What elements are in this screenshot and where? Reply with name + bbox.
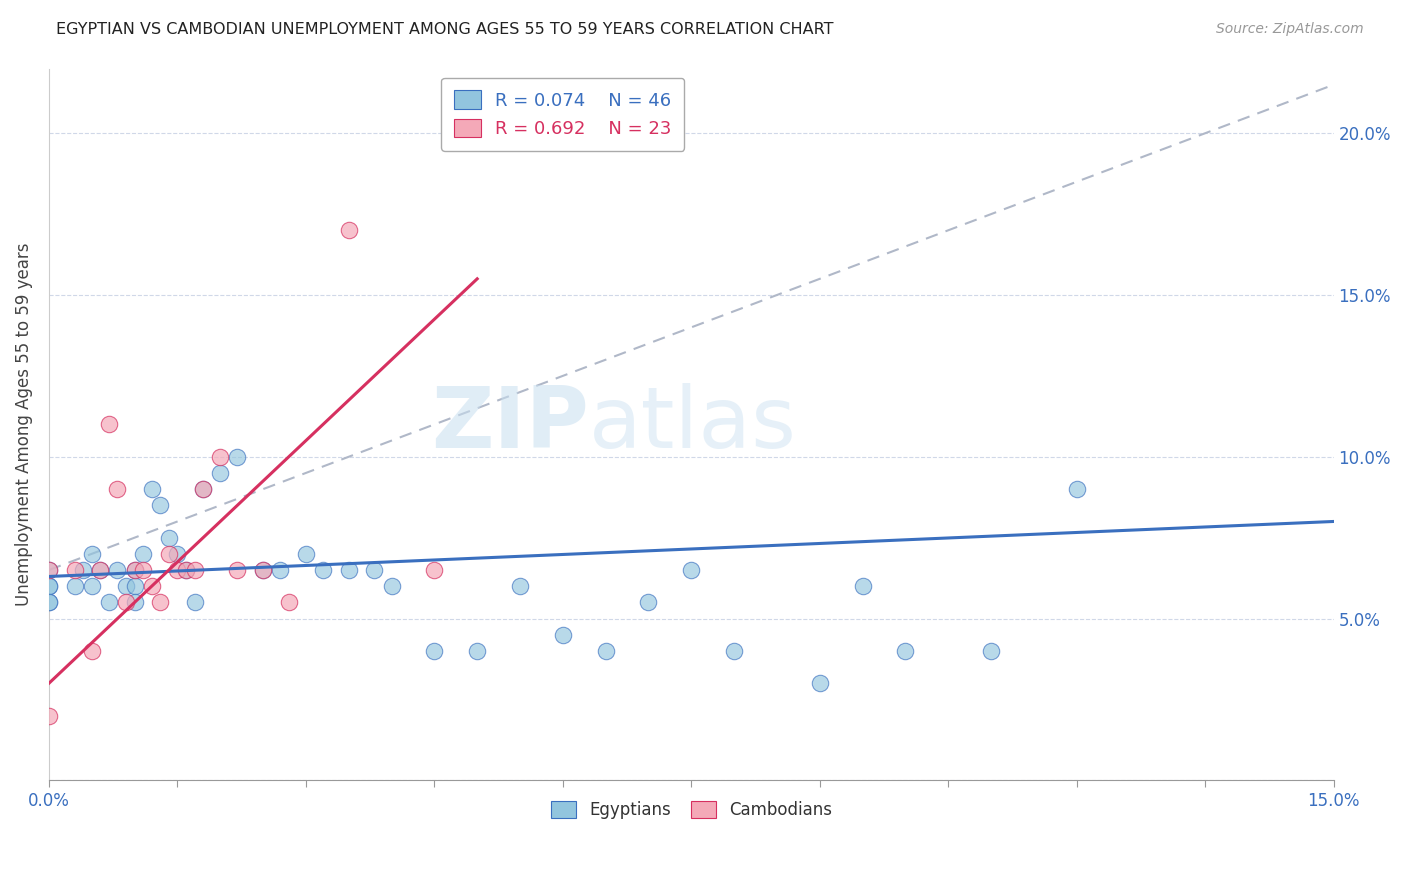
Point (38, 708, 60, 723)
Point (980, 644, 1002, 658)
Point (149, 595, 172, 609)
Text: ZIP: ZIP (430, 383, 589, 466)
Point (89, 563, 111, 577)
Point (157, 531, 180, 545)
Point (166, 547, 188, 561)
Point (509, 579, 531, 593)
Point (97, 595, 120, 609)
Point (183, 595, 205, 609)
Point (681, 563, 703, 577)
Point (723, 644, 745, 658)
Point (209, 450, 232, 464)
Point (226, 450, 249, 464)
Point (551, 628, 574, 642)
Point (141, 482, 163, 496)
Point (808, 676, 831, 690)
Point (124, 595, 146, 609)
Point (637, 595, 659, 609)
Point (423, 563, 446, 577)
Point (337, 563, 360, 577)
Point (277, 595, 299, 609)
Point (312, 563, 335, 577)
Point (166, 563, 188, 577)
Point (252, 563, 274, 577)
Point (115, 579, 138, 593)
Point (124, 579, 146, 593)
Text: Source: ZipAtlas.com: Source: ZipAtlas.com (1216, 22, 1364, 37)
Point (80, 547, 103, 561)
Point (174, 563, 197, 577)
Point (295, 547, 318, 561)
Point (89, 563, 111, 577)
Point (380, 579, 402, 593)
Point (107, 482, 129, 496)
Point (226, 563, 249, 577)
Point (63, 563, 86, 577)
Point (595, 644, 617, 658)
Point (269, 563, 291, 577)
Point (124, 563, 146, 577)
Point (1066, 482, 1088, 496)
Point (124, 563, 146, 577)
Point (183, 563, 205, 577)
Point (252, 563, 274, 577)
Point (894, 644, 917, 658)
Point (80, 579, 103, 593)
Point (209, 466, 232, 480)
Point (157, 547, 180, 561)
Legend: Egyptians, Cambodians: Egyptians, Cambodians (544, 794, 839, 825)
Point (423, 644, 446, 658)
Point (132, 563, 155, 577)
Point (80, 644, 103, 658)
Point (38, 579, 60, 593)
Point (38, 579, 60, 593)
Point (38, 563, 60, 577)
Point (174, 563, 197, 577)
Point (63, 579, 86, 593)
Point (141, 579, 163, 593)
Point (852, 579, 875, 593)
Point (38, 595, 60, 609)
Point (191, 482, 214, 496)
Y-axis label: Unemployment Among Ages 55 to 59 years: Unemployment Among Ages 55 to 59 years (15, 243, 32, 607)
Point (38, 595, 60, 609)
Point (363, 563, 385, 577)
Text: atlas: atlas (589, 383, 797, 466)
Point (115, 595, 138, 609)
Point (337, 223, 360, 237)
Point (97, 417, 120, 432)
Point (149, 498, 172, 512)
Text: EGYPTIAN VS CAMBODIAN UNEMPLOYMENT AMONG AGES 55 TO 59 YEARS CORRELATION CHART: EGYPTIAN VS CAMBODIAN UNEMPLOYMENT AMONG… (56, 22, 834, 37)
Point (38, 563, 60, 577)
Point (107, 563, 129, 577)
Point (465, 644, 488, 658)
Point (132, 547, 155, 561)
Point (191, 482, 214, 496)
Point (72, 563, 94, 577)
